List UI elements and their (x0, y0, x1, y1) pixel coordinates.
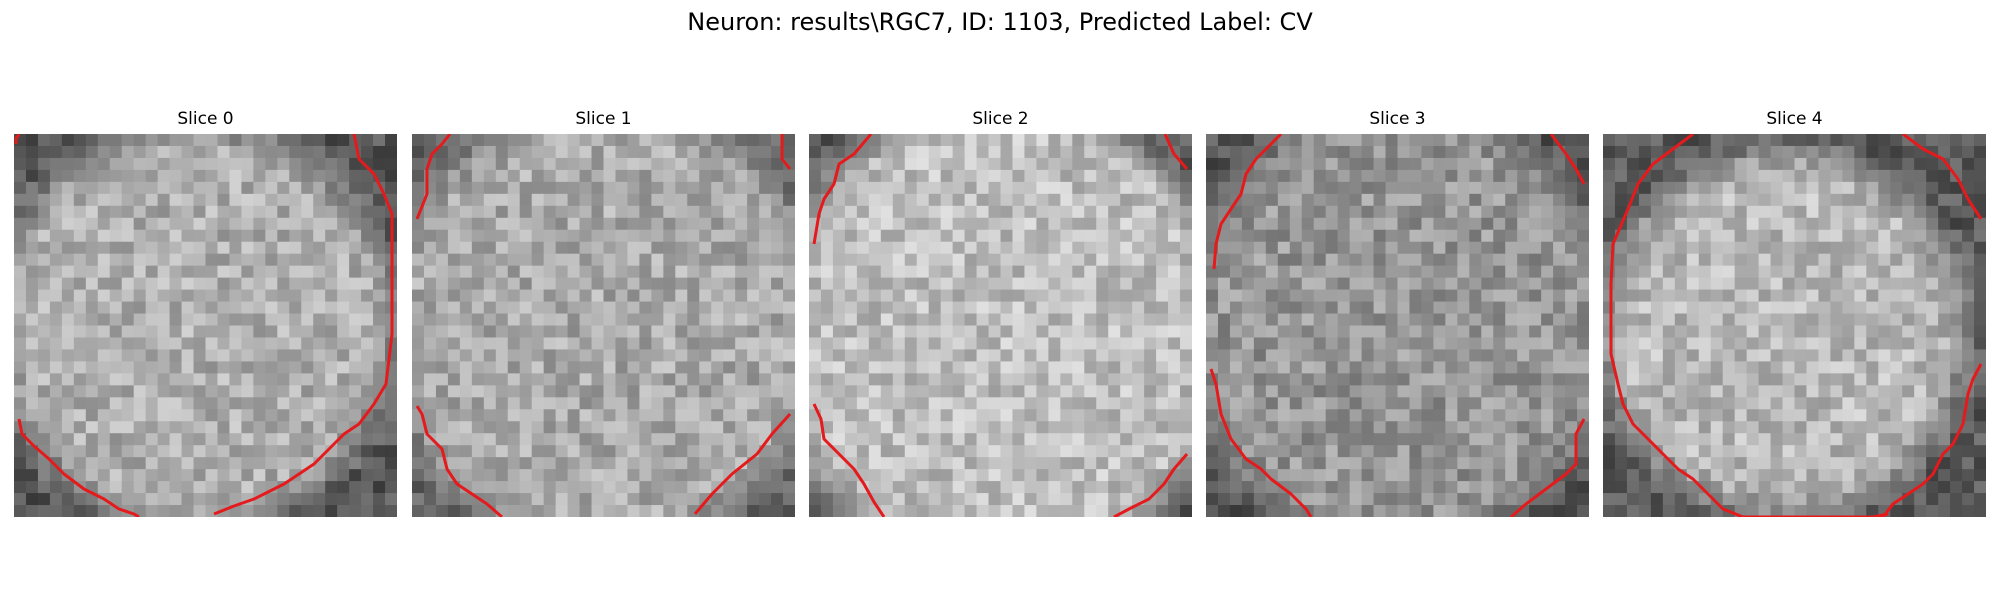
slice-1-title: Slice 1 (575, 109, 632, 129)
slice-4-boundary-line-0 (1609, 134, 1889, 517)
slice-4-image (1603, 134, 1986, 517)
slice-4-boundary-line-1 (1902, 134, 1983, 220)
slice-2-image (809, 134, 1192, 517)
slice-0-image (14, 134, 397, 517)
slice-3-image (1206, 134, 1589, 517)
slice-3-boundary-line-3 (1510, 418, 1586, 517)
slice-0-boundary-line-1 (213, 134, 394, 516)
slice-2-title: Slice 2 (972, 109, 1029, 129)
slice-3-boundary-line-0 (1212, 134, 1283, 270)
slice-3-title: Slice 3 (1369, 109, 1426, 129)
slice-3-panel (1206, 134, 1589, 517)
slice-2-boundary-line-3 (1113, 453, 1189, 517)
slice-1-boundary-line-0 (415, 134, 452, 220)
figure-title: Neuron: results\RGC7, ID: 1103, Predicte… (687, 8, 1313, 36)
slice-0-boundary-line-2 (17, 418, 140, 517)
slice-1-boundary-line-2 (415, 405, 503, 517)
slice-1-boundary-line-3 (693, 412, 792, 515)
slice-2-boundary-line-0 (812, 134, 873, 245)
slice-3-boundary-line-2 (1209, 368, 1313, 517)
slice-4-panel (1603, 134, 1986, 517)
slice-2-panel (809, 134, 1192, 517)
slice-2-boundary-line-2 (812, 403, 886, 517)
slice-0-panel (14, 134, 397, 517)
slice-0-title: Slice 0 (177, 109, 234, 129)
slice-1-panel (412, 134, 795, 517)
slice-1-image (412, 134, 795, 517)
slice-0-boundary-line-0 (14, 134, 21, 144)
slice-2-boundary-line-1 (1163, 134, 1189, 170)
slice-1-boundary-line-1 (780, 134, 792, 170)
slice-4-title: Slice 4 (1766, 109, 1823, 129)
slice-4-boundary-line-2 (1881, 363, 1983, 517)
slice-3-boundary-line-1 (1549, 134, 1586, 185)
